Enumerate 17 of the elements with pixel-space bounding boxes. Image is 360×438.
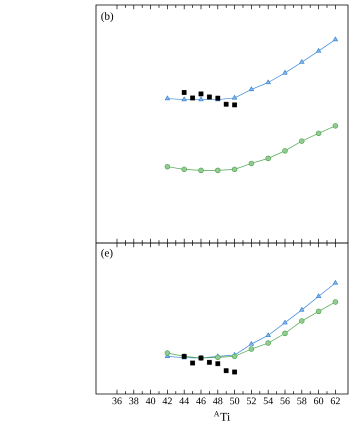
x-tick-label: 50 [230,398,240,404]
x-tick-label: 44 [179,398,190,404]
x-axis-title: $^{A}$Ti [214,411,230,421]
x-tick-label: 36 [112,398,122,404]
x-tick-label: 52 [246,398,256,404]
x-tick-label: 60 [314,398,324,404]
x-tick-label: 38 [129,398,138,404]
x-tick-label: 48 [212,398,222,404]
x-tick-label: 42 [162,398,172,404]
x-tick-label: 62 [330,398,340,404]
x-tick-label: 56 [280,398,290,404]
text: (e) [101,248,113,259]
x-tick-label: 46 [196,398,206,404]
x-tick-label: 58 [297,398,306,404]
x-tick-label: 40 [146,398,156,404]
x-tick-label: 54 [264,398,274,404]
text: (b) [101,12,114,22]
